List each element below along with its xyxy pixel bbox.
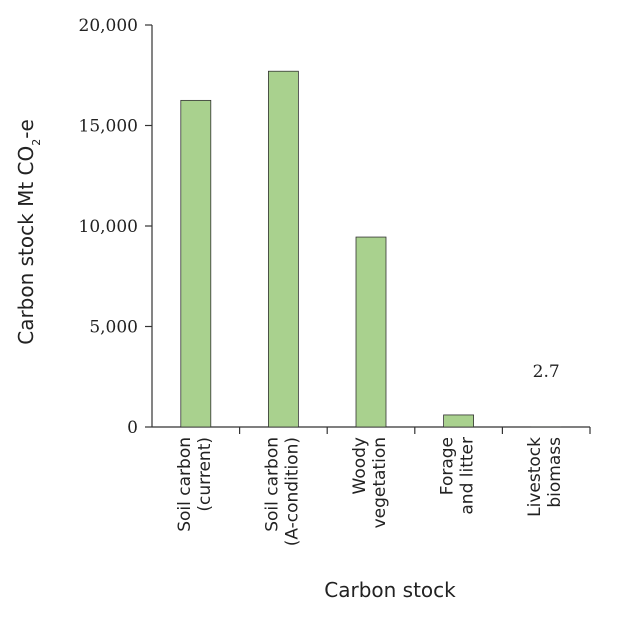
category-label: Forageand litter — [438, 437, 478, 515]
category-label: Soil carbon(A-condition) — [262, 437, 302, 546]
x-axis — [152, 426, 591, 434]
y-tick-label: 5,000 — [89, 318, 138, 338]
bar — [267, 70, 299, 428]
y-axis: 0 5,000 10,000 15,000 20,000 — [79, 16, 153, 438]
y-tick-label: 15,000 — [79, 117, 138, 137]
y-tick-label: 0 — [127, 418, 138, 438]
bar — [180, 99, 212, 428]
bars — [180, 70, 562, 428]
x-axis-title: Carbon stock — [324, 578, 456, 602]
y-tick-label: 10,000 — [79, 217, 138, 237]
bar — [355, 236, 387, 428]
bar — [443, 414, 475, 428]
category-labels: Soil carbon(current) Soil carbon(A-condit… — [175, 437, 565, 546]
data-label: 2.7 — [533, 362, 560, 382]
y-axis-title: Carbon stock Mt CO2-e — [14, 119, 43, 345]
y-tick-label: 20,000 — [79, 16, 138, 36]
category-label: Livestockbiomass — [525, 437, 565, 517]
data-labels: 2.7 — [533, 362, 560, 382]
category-label: Soil carbon(current) — [175, 437, 215, 532]
category-label: Woodyvegetation — [350, 437, 390, 528]
